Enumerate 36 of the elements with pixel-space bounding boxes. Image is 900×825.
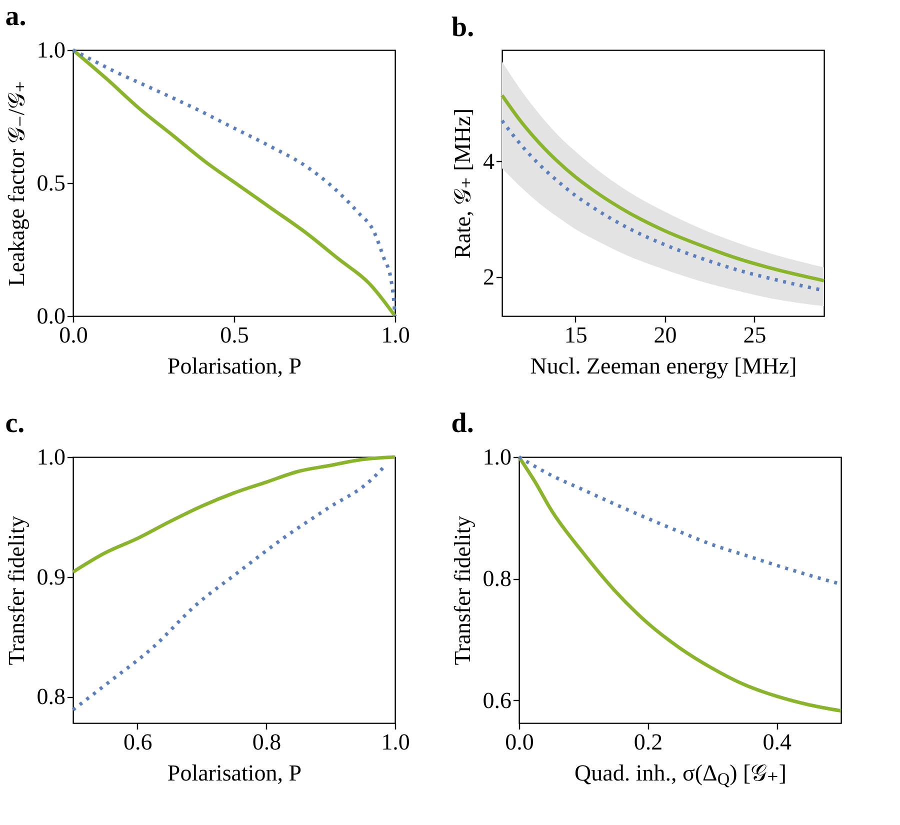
- y-tick-label: 0.5: [36, 170, 66, 196]
- y-axis-title: Transfer fidelity: [450, 515, 475, 666]
- x-tick-label: 0.4: [762, 730, 792, 754]
- x-tick-label: 1.0: [381, 322, 410, 348]
- x-tick-label: 25: [743, 322, 766, 348]
- x-axis-title: Quad. inh., σ(Δ$_{Q}$) [𝒢₊]: [574, 760, 786, 788]
- y-axis-title: Leakage factor 𝒢₋/𝒢₊: [4, 80, 29, 286]
- x-tick-label: 15: [564, 322, 588, 348]
- x-tick-label: 0.5: [220, 322, 249, 348]
- chart-title: d.: [451, 408, 474, 439]
- x-tick-label: 0.6: [124, 730, 152, 754]
- x-tick-label: 1.0: [381, 730, 410, 754]
- x-tick-label: 0.8: [252, 730, 282, 754]
- line-series: [517, 455, 843, 713]
- chart-title: b.: [452, 12, 474, 43]
- x-axis-title: Polarisation, P: [167, 760, 302, 786]
- y-tick-label: 1.0: [482, 444, 512, 470]
- y-tick-label: 0.9: [36, 564, 66, 590]
- y-axis-title: Rate, 𝒢₊ [MHz]: [450, 108, 475, 259]
- y-tick-label: 0.8: [36, 684, 66, 710]
- x-tick-label: 0.0: [505, 730, 534, 754]
- line-series: [71, 455, 397, 574]
- y-tick-label: 1.0: [36, 444, 66, 470]
- y-axis-title: Transfer fidelity: [4, 515, 29, 666]
- chart-title: a.: [5, 1, 26, 32]
- y-tick-label: 4: [483, 148, 495, 174]
- y-tick-label: 1.0: [36, 38, 66, 62]
- x-axis-title: Polarisation, P: [167, 354, 302, 378]
- line-series: [500, 93, 826, 282]
- x-tick-label: 20: [654, 322, 677, 348]
- x-axis-title: Nucl. Zeeman energy [MHz]: [530, 354, 797, 378]
- y-tick-label: 0.8: [482, 566, 512, 592]
- y-tick-label: 2: [483, 264, 494, 290]
- x-tick-label: 0.2: [634, 730, 663, 754]
- chart-title: c.: [5, 408, 25, 439]
- y-tick-label: 0.6: [482, 688, 512, 713]
